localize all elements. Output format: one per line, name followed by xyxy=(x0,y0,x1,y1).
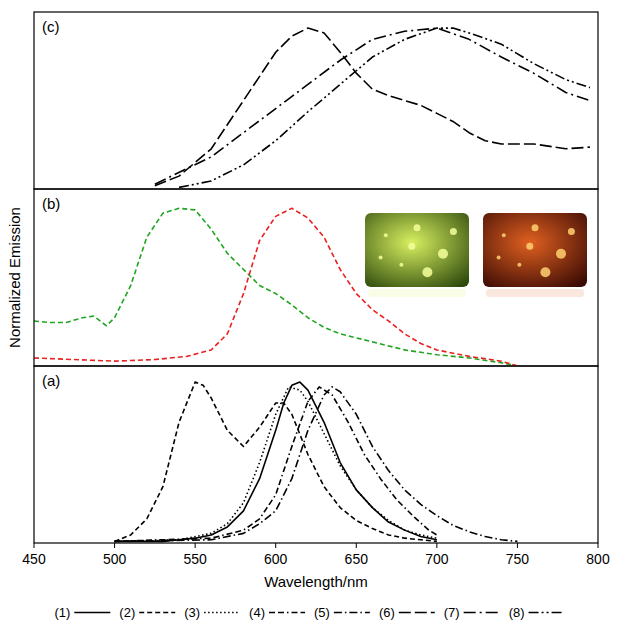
x-tick xyxy=(436,543,437,548)
legend-label: (7) xyxy=(444,605,460,620)
inset-spot xyxy=(532,224,539,231)
legend-swatch xyxy=(334,612,370,614)
panel-frame xyxy=(34,12,598,189)
legend-swatch xyxy=(529,612,565,614)
x-tick xyxy=(517,543,518,548)
legend-swatch xyxy=(74,612,110,614)
series-line xyxy=(115,387,518,541)
inset-reflection xyxy=(486,289,584,297)
x-tick xyxy=(114,543,115,548)
panel: (c) xyxy=(34,12,598,189)
inset-spot xyxy=(438,249,448,259)
inset-image xyxy=(483,213,587,287)
legend-label: (5) xyxy=(314,605,330,620)
inset-spot xyxy=(399,263,403,267)
x-tick-label: 800 xyxy=(586,551,610,567)
panel: 450 500 550 600 650 700 750 800 (a) Wavelength/nm xyxy=(22,366,610,590)
x-tick xyxy=(34,543,35,548)
legend-label: (4) xyxy=(249,605,265,620)
legend-swatch xyxy=(399,612,435,614)
legend-label: (2) xyxy=(119,605,135,620)
inset-spot xyxy=(408,243,415,250)
inset-spot xyxy=(517,263,521,267)
x-tick-label: 750 xyxy=(506,551,530,567)
inset-spot xyxy=(497,255,501,259)
x-tick-label: 650 xyxy=(345,551,369,567)
x-tick-label: 550 xyxy=(183,551,207,567)
inset-spot xyxy=(556,249,566,259)
inset-image xyxy=(365,213,469,287)
panel-frame xyxy=(34,366,598,543)
legend-swatch xyxy=(204,612,240,614)
inset-spot xyxy=(422,267,432,277)
legend-swatch xyxy=(269,612,305,614)
series-line xyxy=(115,382,437,541)
y-axis-title: Normalized Emission xyxy=(6,207,23,348)
plot-area xyxy=(34,208,517,366)
inset-spot xyxy=(414,224,421,231)
panel-title: (b) xyxy=(42,195,60,212)
x-tick xyxy=(195,543,196,548)
legend: (1) (2) (3) (4) (5) (6) (7) (8) xyxy=(54,605,564,620)
legend-swatch xyxy=(139,612,175,614)
legend-label: (1) xyxy=(54,605,70,620)
inset-reflection xyxy=(368,289,466,297)
x-tick-label: 450 xyxy=(22,551,46,567)
x-tick-label: 700 xyxy=(425,551,449,567)
inset-spot xyxy=(540,267,550,277)
inset-spot xyxy=(526,243,533,250)
x-tick xyxy=(275,543,276,548)
panel: (b) Normalized Emission xyxy=(6,189,598,366)
x-axis-title: Wavelength/nm xyxy=(264,573,368,590)
x-tick xyxy=(598,543,599,548)
series-line xyxy=(115,382,437,541)
series-line xyxy=(115,387,437,541)
series-line xyxy=(115,387,437,541)
panel-title: (a) xyxy=(42,372,60,389)
x-tick-label: 500 xyxy=(103,551,127,567)
legend-swatch xyxy=(464,612,500,614)
panel-title: (c) xyxy=(42,18,60,35)
series-line xyxy=(34,208,517,366)
inset-spot xyxy=(568,228,575,235)
series-line xyxy=(155,28,590,186)
background xyxy=(0,0,619,629)
inset-spot xyxy=(384,233,388,237)
series-line xyxy=(155,28,590,184)
figure: 450 500 550 600 650 700 750 800 (a) Wavelength/nm… xyxy=(0,0,619,629)
plot-area xyxy=(115,382,518,541)
inset-spot xyxy=(379,255,383,259)
x-tick-label: 600 xyxy=(264,551,288,567)
x-tick xyxy=(356,543,357,548)
inset-spot xyxy=(450,228,457,235)
series-line xyxy=(179,28,590,187)
legend-label: (8) xyxy=(509,605,525,620)
plot-area xyxy=(155,28,590,187)
panel-frame xyxy=(34,189,598,366)
series-line xyxy=(34,208,517,366)
legend-label: (3) xyxy=(184,605,200,620)
legend-label: (6) xyxy=(379,605,395,620)
inset-spot xyxy=(502,233,506,237)
